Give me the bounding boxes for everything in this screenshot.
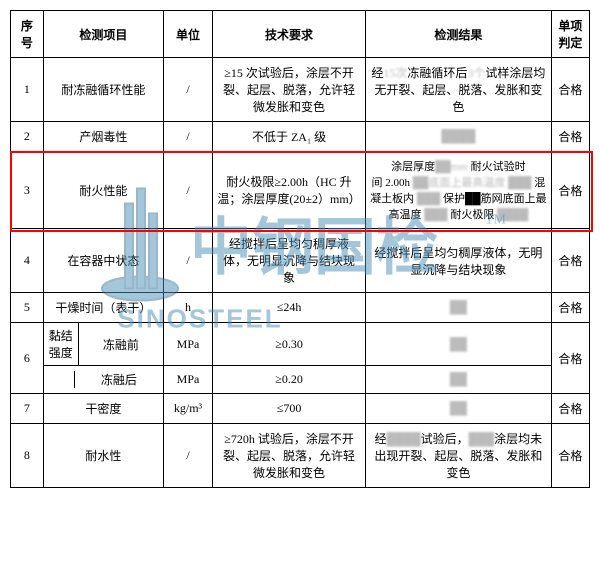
- cell-item: 在容器中状态: [43, 229, 163, 293]
- cell-unit: /: [163, 229, 212, 293]
- table-row: 7 干密度 kg/m³ ≤700 ██ 合格: [11, 394, 590, 424]
- cell-item: 冻融后: [43, 366, 163, 394]
- cell-verdict: 合格: [551, 323, 589, 394]
- cell-verdict: 合格: [551, 394, 589, 424]
- table-row: 5 干燥时间（表干） h ≤24h ██ 合格: [11, 293, 590, 323]
- cell-unit: MPa: [163, 323, 212, 366]
- cell-result: ██: [366, 293, 552, 323]
- cell-verdict: 合格: [551, 58, 589, 122]
- cell-unit: h: [163, 293, 212, 323]
- cell-seq: 2: [11, 122, 44, 152]
- table-wrapper: 序号 检测项目 单位 技术要求 检测结果 单项判定 1 耐冻融循环性能 / ≥1…: [10, 10, 590, 488]
- cell-verdict: 合格: [551, 424, 589, 488]
- header-item: 检测项目: [43, 11, 163, 58]
- table-row: 2 产烟毒性 / 不低于 ZA₁ 级 ████ 合格: [11, 122, 590, 152]
- header-row: 序号 检测项目 单位 技术要求 检测结果 单项判定: [11, 11, 590, 58]
- cell-req: ≤24h: [213, 293, 366, 323]
- cell-req: 耐火极限≥2.00h（HC 升温；涂层厚度(20±2）mm）: [213, 152, 366, 229]
- cell-result: 经搅拌后呈均匀稠厚液体，无明显沉降与结块现象: [366, 229, 552, 293]
- inspection-table: 序号 检测项目 单位 技术要求 检测结果 单项判定 1 耐冻融循环性能 / ≥1…: [10, 10, 590, 488]
- header-result: 检测结果: [366, 11, 552, 58]
- cell-seq: 6: [11, 323, 44, 394]
- cell-item: 黏结强度冻融前: [43, 323, 163, 366]
- cell-seq: 5: [11, 293, 44, 323]
- cell-verdict: 合格: [551, 293, 589, 323]
- cell-unit: /: [163, 58, 212, 122]
- header-verdict: 单项判定: [551, 11, 589, 58]
- cell-item: 产烟毒性: [43, 122, 163, 152]
- cell-result: 经15次冻融循环后3个试样涂层均无开裂、起层、脱落、发胀和变色: [366, 58, 552, 122]
- header-seq: 序号: [11, 11, 44, 58]
- cell-result: ██: [366, 366, 552, 394]
- cell-seq: 8: [11, 424, 44, 488]
- cell-item: 干密度: [43, 394, 163, 424]
- cell-item: 耐冻融循环性能: [43, 58, 163, 122]
- cell-item: 耐水性: [43, 424, 163, 488]
- cell-verdict: 合格: [551, 122, 589, 152]
- cell-item: 耐火性能: [43, 152, 163, 229]
- cell-verdict: 合格: [551, 229, 589, 293]
- cell-req: ≥0.20: [213, 366, 366, 394]
- cell-unit: /: [163, 424, 212, 488]
- table-row: 3 耐火性能 / 耐火极限≥2.00h（HC 升温；涂层厚度(20±2）mm） …: [11, 152, 590, 229]
- cell-seq: 7: [11, 394, 44, 424]
- cell-req: ≥15 次试验后，涂层不开裂、起层、脱落，允许轻微发胀和变色: [213, 58, 366, 122]
- table-row: 1 耐冻融循环性能 / ≥15 次试验后，涂层不开裂、起层、脱落，允许轻微发胀和…: [11, 58, 590, 122]
- cell-result: ██: [366, 394, 552, 424]
- header-req: 技术要求: [213, 11, 366, 58]
- cell-req: 经搅拌后呈均匀稠厚液体，无明显沉降与结块现象: [213, 229, 366, 293]
- cell-unit: /: [163, 152, 212, 229]
- cell-req: ≥720h 试验后，涂层不开裂、起层、脱落，允许轻微发胀和变色: [213, 424, 366, 488]
- cell-unit: MPa: [163, 366, 212, 394]
- cell-verdict: 合格: [551, 152, 589, 229]
- header-unit: 单位: [163, 11, 212, 58]
- table-row: 8 耐水性 / ≥720h 试验后，涂层不开裂、起层、脱落，允许轻微发胀和变色 …: [11, 424, 590, 488]
- cell-result: 经████试验后，███涂层均未出现开裂、起层、脱落、发胀和变色: [366, 424, 552, 488]
- cell-req: ≥0.30: [213, 323, 366, 366]
- cell-seq: 3: [11, 152, 44, 229]
- cell-req: 不低于 ZA₁ 级: [213, 122, 366, 152]
- cell-unit: /: [163, 122, 212, 152]
- cell-unit: kg/m³: [163, 394, 212, 424]
- cell-result: ████: [366, 122, 552, 152]
- cell-item: 干燥时间（表干）: [43, 293, 163, 323]
- table-row: 6黏结强度冻融前MPa≥0.30██合格: [11, 323, 590, 366]
- table-row: 冻融后MPa≥0.20██: [11, 366, 590, 394]
- cell-result: ██: [366, 323, 552, 366]
- table-row: 4 在容器中状态 / 经搅拌后呈均匀稠厚液体，无明显沉降与结块现象 经搅拌后呈均…: [11, 229, 590, 293]
- cell-seq: 1: [11, 58, 44, 122]
- cell-result: 涂层厚度██mm 耐火试验时间 2.00h ██底面上最高温度 ███ 混凝土板…: [366, 152, 552, 229]
- cell-req: ≤700: [213, 394, 366, 424]
- cell-seq: 4: [11, 229, 44, 293]
